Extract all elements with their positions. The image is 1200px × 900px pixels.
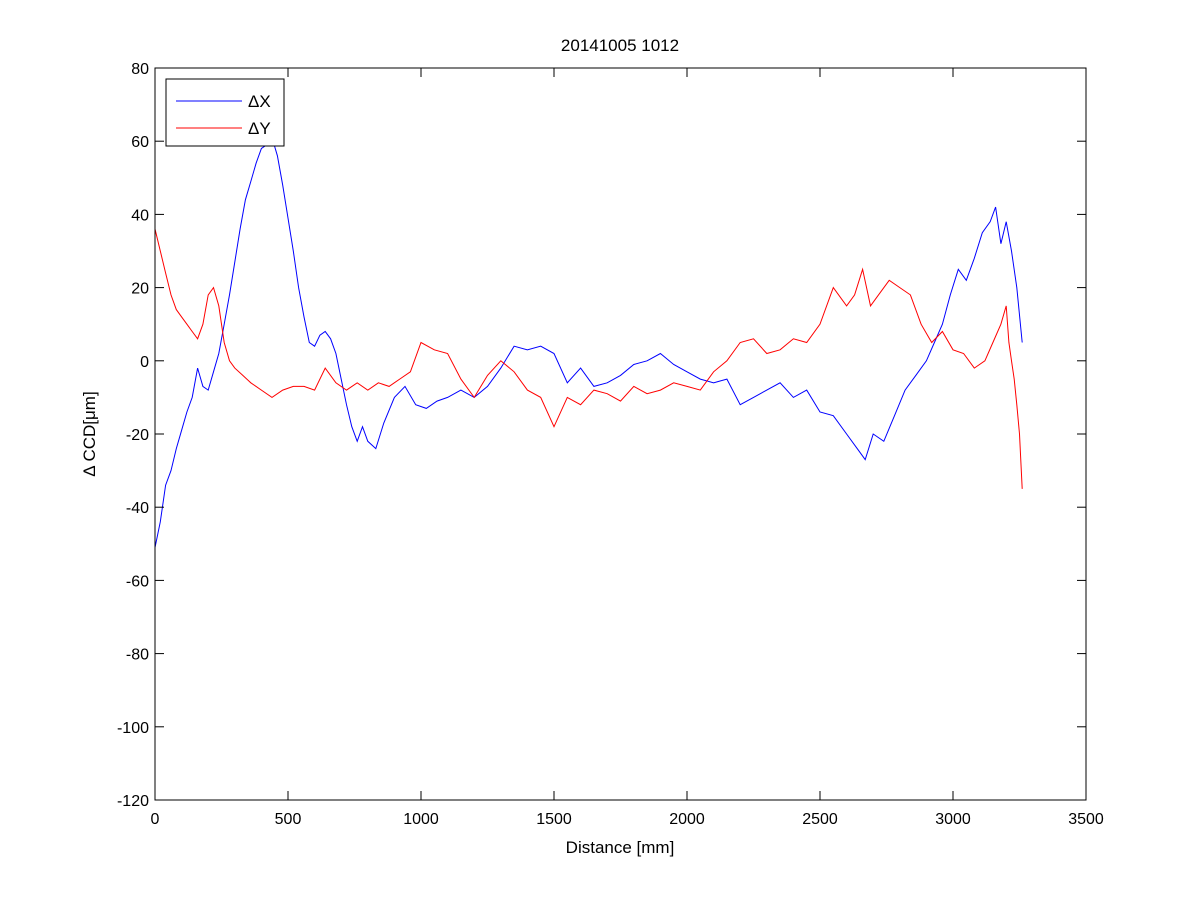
legend-label-dy: ΔY [248,119,271,138]
y-tick-label: -40 [126,500,149,517]
legend: ΔX ΔY [165,78,285,147]
y-tick-label: -80 [126,647,149,664]
chart-title: 20141005 1012 [561,36,679,55]
y-tick-label: 60 [131,134,149,151]
x-tick-label: 2000 [669,811,705,828]
series-line-dy [154,228,1023,489]
plot-area [155,68,1086,800]
x-tick-label: 2500 [802,811,838,828]
y-tick-label: 40 [131,207,149,224]
y-tick-label: 0 [140,354,149,371]
x-axis-label: Distance [mm] [566,838,675,857]
y-axis-label: Δ CCD[μm] [80,391,99,476]
x-tick-label: 1000 [403,811,439,828]
y-tick-label: -100 [117,720,149,737]
y-tick-label: -20 [126,427,149,444]
y-tick-label: -120 [117,793,149,810]
y-tick-label: -60 [126,573,149,590]
series-lines [154,136,1023,548]
x-tick-label: 1500 [536,811,572,828]
x-tick-label: 500 [275,811,302,828]
y-tick-label: 80 [131,61,149,78]
axis-ticks: 0 500 1000 1500 2000 2500 3000 3500 -120 -100 -80 -… [117,61,1104,828]
x-tick-label: 0 [151,811,160,828]
legend-box [165,78,285,147]
x-tick-label: 3500 [1068,811,1104,828]
legend-label-dx: ΔX [248,92,271,111]
x-tick-label: 3000 [935,811,971,828]
y-tick-label: 20 [131,281,149,298]
